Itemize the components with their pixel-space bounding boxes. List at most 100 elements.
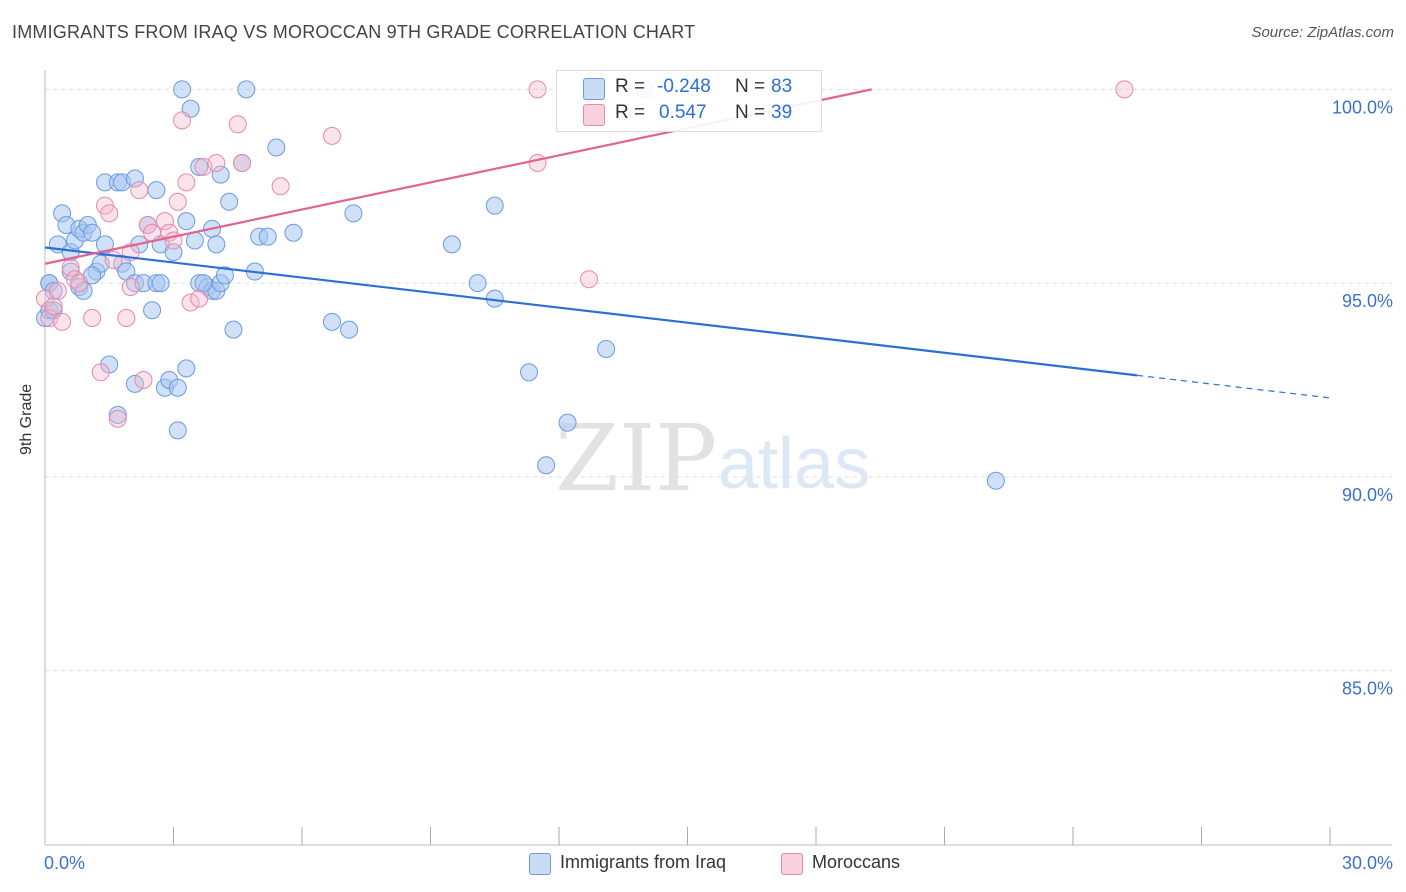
y-axis-label: 9th Grade bbox=[18, 383, 35, 455]
point-moroccans bbox=[528, 154, 547, 172]
point-moroccans bbox=[155, 212, 174, 231]
point-iraq bbox=[215, 266, 234, 285]
point-iraq bbox=[224, 320, 243, 339]
n-label: N = bbox=[735, 102, 766, 123]
point-iraq bbox=[237, 80, 256, 99]
point-iraq bbox=[468, 274, 487, 293]
point-iraq bbox=[190, 157, 209, 176]
trend-line-iraq bbox=[44, 246, 1138, 377]
legend-swatch-moroccans bbox=[781, 853, 803, 875]
point-moroccans bbox=[528, 80, 547, 99]
point-iraq bbox=[340, 320, 359, 339]
point-moroccans bbox=[1115, 80, 1134, 99]
swatch-blue bbox=[583, 78, 605, 100]
swatch-pink bbox=[583, 104, 605, 126]
n-label: N = bbox=[735, 76, 766, 97]
point-moroccans bbox=[83, 309, 102, 327]
stats-row-iraq: R = -0.248 N = 83 bbox=[557, 75, 821, 101]
point-iraq bbox=[207, 235, 226, 254]
point-moroccans bbox=[121, 278, 140, 296]
point-iraq bbox=[344, 204, 363, 223]
point-iraq bbox=[986, 471, 1005, 490]
watermark: ZIP atlas bbox=[555, 405, 870, 512]
trend-lines bbox=[44, 88, 1331, 399]
point-iraq bbox=[597, 340, 616, 358]
point-iraq bbox=[211, 165, 230, 184]
n-value: 39 bbox=[771, 102, 793, 123]
point-moroccans bbox=[271, 177, 290, 196]
point-moroccans bbox=[322, 126, 341, 145]
point-moroccans bbox=[117, 309, 136, 327]
point-iraq bbox=[108, 405, 127, 424]
point-iraq bbox=[194, 274, 213, 293]
r-value: -0.248 bbox=[657, 76, 711, 97]
r-label: R = bbox=[615, 102, 646, 123]
n-value: 83 bbox=[771, 76, 793, 97]
point-moroccans bbox=[134, 371, 153, 389]
point-moroccans bbox=[173, 111, 192, 130]
r-value: 0.547 bbox=[659, 102, 707, 123]
point-iraq bbox=[95, 235, 114, 254]
point-iraq bbox=[143, 301, 162, 320]
watermark-atlas: atlas bbox=[718, 424, 870, 504]
x-tick-label: 30.0% bbox=[1342, 853, 1393, 873]
point-iraq bbox=[267, 138, 286, 157]
watermark-zip: ZIP bbox=[555, 405, 717, 512]
point-moroccans bbox=[233, 154, 252, 172]
data-points bbox=[36, 80, 1134, 490]
point-moroccans bbox=[181, 293, 200, 312]
axes bbox=[44, 70, 1392, 846]
point-moroccans bbox=[48, 281, 67, 300]
point-iraq bbox=[125, 169, 144, 188]
point-iraq bbox=[220, 192, 239, 211]
point-moroccans bbox=[44, 297, 63, 316]
y-tick-label: 90.0% bbox=[1342, 485, 1393, 505]
point-iraq bbox=[177, 359, 196, 378]
legend-label-iraq: Immigrants from Iraq bbox=[560, 852, 727, 872]
point-iraq bbox=[168, 421, 187, 440]
point-iraq bbox=[168, 378, 187, 397]
chart-title: IMMIGRANTS FROM IRAQ VS MOROCCAN 9TH GRA… bbox=[12, 22, 696, 42]
point-iraq bbox=[558, 413, 577, 432]
point-iraq bbox=[173, 80, 192, 99]
point-iraq bbox=[284, 223, 303, 242]
point-moroccans bbox=[579, 270, 598, 289]
point-moroccans bbox=[100, 204, 119, 223]
point-iraq bbox=[177, 212, 196, 231]
trend-line-extension bbox=[1137, 374, 1331, 399]
source-label: Source: ZipAtlas.com bbox=[1251, 24, 1394, 41]
point-iraq bbox=[537, 456, 556, 475]
point-iraq bbox=[520, 363, 539, 382]
series-legend: Immigrants from Iraq Moroccans bbox=[0, 852, 1406, 878]
point-iraq bbox=[83, 223, 102, 242]
legend-swatch-iraq bbox=[529, 853, 551, 875]
point-iraq bbox=[258, 227, 277, 246]
stats-legend: R = -0.248 N = 83 R = 0.547 N = 39 bbox=[556, 70, 822, 132]
point-iraq bbox=[185, 231, 204, 250]
legend-label-moroccans: Moroccans bbox=[812, 852, 901, 872]
y-tick-label: 95.0% bbox=[1342, 291, 1393, 311]
point-iraq bbox=[125, 374, 144, 393]
point-moroccans bbox=[130, 181, 149, 200]
point-moroccans bbox=[108, 409, 127, 428]
point-iraq bbox=[485, 196, 504, 215]
point-iraq bbox=[147, 181, 166, 200]
point-iraq bbox=[151, 274, 170, 293]
point-iraq bbox=[442, 235, 461, 254]
point-moroccans bbox=[228, 115, 247, 134]
r-label: R = bbox=[615, 76, 646, 97]
point-moroccans bbox=[177, 173, 196, 192]
tick-labels: 100.0% 95.0% 90.0% 85.0% 0.0% 30.0% bbox=[44, 97, 1393, 873]
point-moroccans bbox=[91, 363, 110, 382]
point-moroccans bbox=[207, 154, 226, 172]
y-tick-label: 100.0% bbox=[1332, 97, 1393, 117]
stats-row-moroccans: R = 0.547 N = 39 bbox=[557, 101, 821, 127]
point-moroccans bbox=[70, 274, 89, 293]
point-iraq bbox=[322, 312, 341, 331]
grid-lines bbox=[45, 88, 1392, 672]
point-moroccans bbox=[53, 312, 72, 331]
point-moroccans bbox=[190, 289, 209, 308]
y-tick-label: 85.0% bbox=[1342, 679, 1393, 699]
point-moroccans bbox=[168, 192, 187, 211]
